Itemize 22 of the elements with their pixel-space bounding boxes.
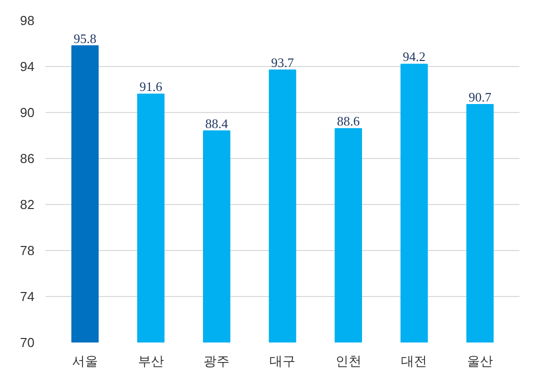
data-label: 91.6 xyxy=(139,79,163,94)
y-tick-label: 98 xyxy=(20,13,35,28)
x-tick-label: 인천 xyxy=(335,354,362,368)
data-label: 88.4 xyxy=(205,116,229,131)
x-tick-label: 광주 xyxy=(204,354,230,368)
y-tick-label: 82 xyxy=(20,197,35,212)
data-label: 93.7 xyxy=(271,54,294,70)
x-tick-label: 부산 xyxy=(138,354,164,368)
data-label: 90.7 xyxy=(468,89,492,104)
x-tick-label: 대구 xyxy=(270,354,296,368)
y-tick-label: 74 xyxy=(20,289,35,304)
y-tick-label: 90 xyxy=(20,105,35,120)
x-tick-label: 대전 xyxy=(401,354,428,368)
data-label: 94.2 xyxy=(402,49,426,64)
data-label: 88.6 xyxy=(336,114,360,129)
x-tick-label: 울산 xyxy=(467,354,493,368)
y-tick-label: 78 xyxy=(20,243,35,258)
x-tick-label: 서울 xyxy=(72,354,98,368)
data-label: 95.8 xyxy=(74,30,96,46)
y-tick-label: 86 xyxy=(20,151,35,166)
y-tick-label: 94 xyxy=(20,59,35,74)
y-tick-label: 70 xyxy=(20,335,35,350)
